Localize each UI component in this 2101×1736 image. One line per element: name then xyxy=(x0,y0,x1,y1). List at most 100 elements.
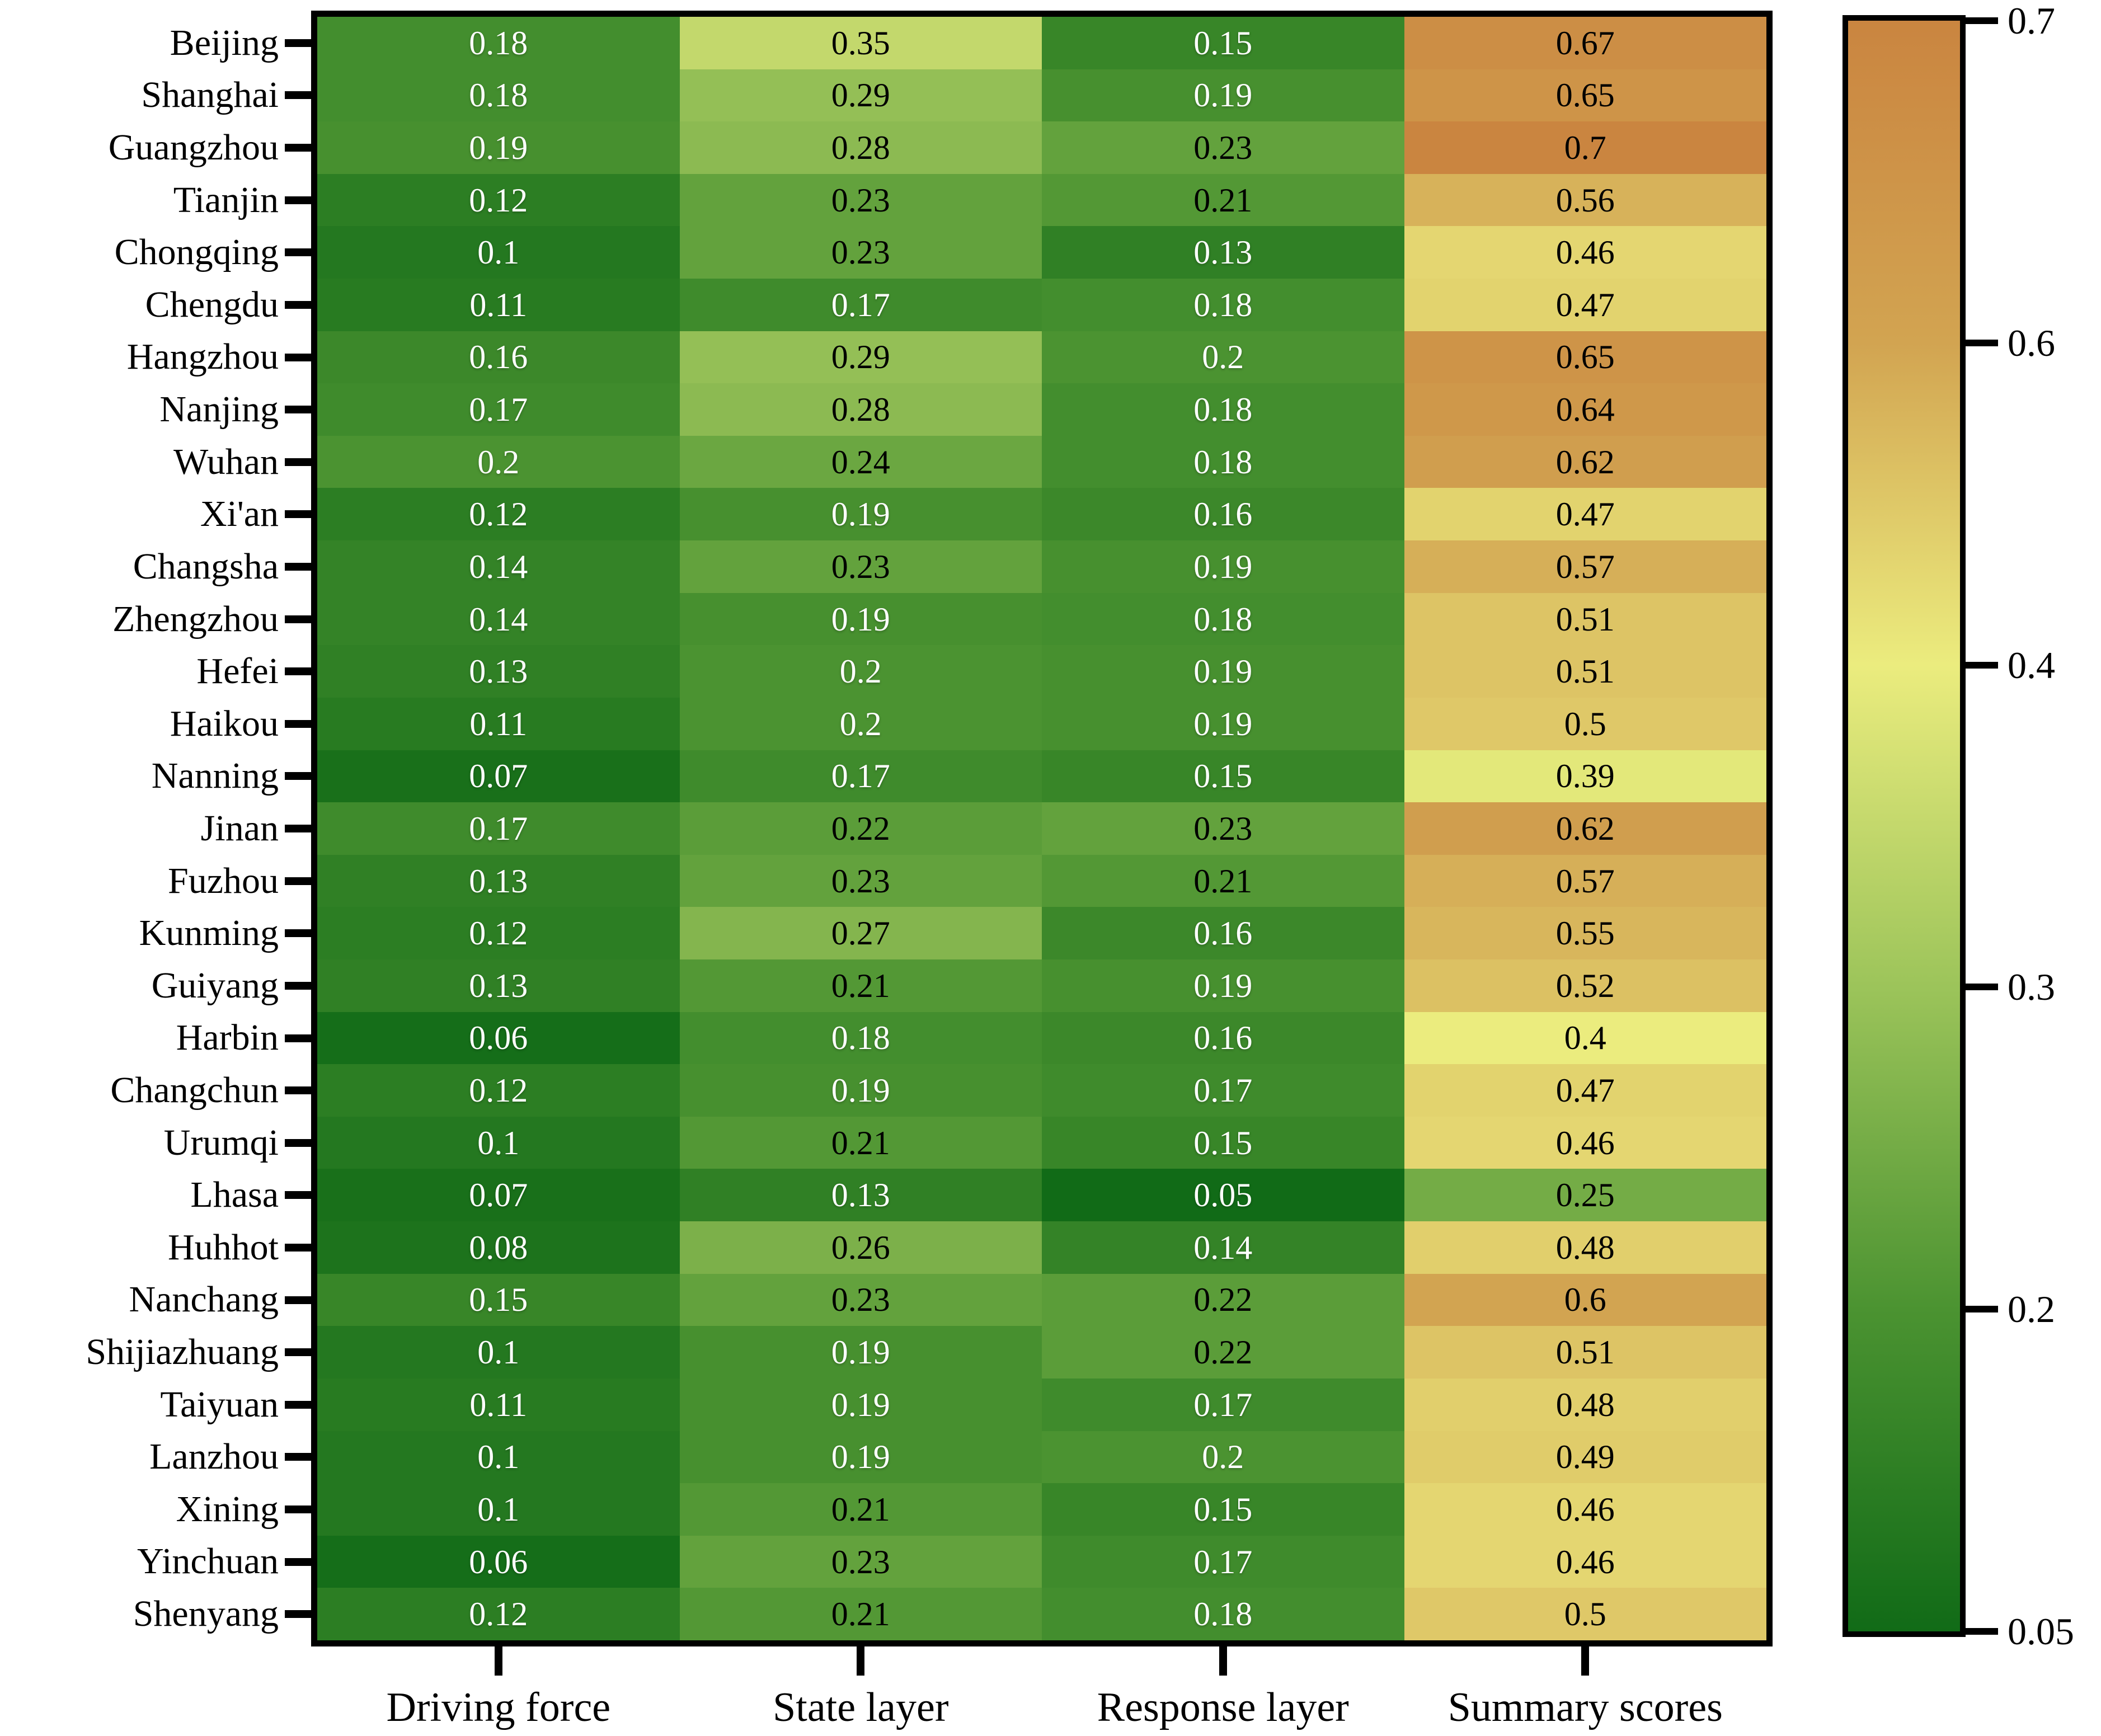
colorbar-tick-label: 0.7 xyxy=(2008,0,2055,42)
heatmap-cell: 0.12 xyxy=(317,907,680,959)
row-label: Guangzhou xyxy=(108,127,279,168)
heatmap-cell: 0.23 xyxy=(679,1535,1042,1588)
heatmap-cell: 0.48 xyxy=(1404,1221,1766,1274)
heatmap-cell: 0.1 xyxy=(317,1431,680,1484)
heatmap-cell: 0.22 xyxy=(679,802,1042,855)
y-tick xyxy=(285,300,311,309)
heatmap-cell: 0.51 xyxy=(1404,645,1766,698)
heatmap-cell: 0.26 xyxy=(679,1221,1042,1274)
heatmap-cell: 0.16 xyxy=(317,331,680,384)
heatmap-cell: 0.57 xyxy=(1404,540,1766,593)
heatmap-cell: 0.67 xyxy=(1404,17,1766,69)
heatmap-cell: 0.15 xyxy=(1042,750,1404,803)
row-label: Harbin xyxy=(176,1017,279,1058)
heatmap-cell: 0.19 xyxy=(1042,540,1404,593)
heatmap-cell: 0.52 xyxy=(1404,959,1766,1012)
row-label: Chongqing xyxy=(114,232,279,273)
row-label: Wuhan xyxy=(173,441,279,482)
row-label: Hangzhou xyxy=(126,336,279,378)
colorbar-tick xyxy=(1966,1306,1998,1313)
y-tick xyxy=(285,825,311,832)
heatmap-cell: 0.19 xyxy=(679,1064,1042,1117)
heatmap-cell: 0.19 xyxy=(679,1326,1042,1379)
heatmap-cell: 0.16 xyxy=(1042,907,1404,959)
heatmap-cell: 0.18 xyxy=(1042,1588,1404,1640)
heatmap-cell: 0.27 xyxy=(679,907,1042,959)
heatmap-cell: 0.23 xyxy=(679,226,1042,279)
colorbar-tick xyxy=(1966,661,1998,669)
heatmap-cell: 0.12 xyxy=(317,1588,680,1640)
heatmap-cell: 0.25 xyxy=(1404,1169,1766,1222)
heatmap-cell: 0.12 xyxy=(317,1064,680,1117)
heatmap-cell: 0.05 xyxy=(1042,1169,1404,1222)
heatmap-cell: 0.35 xyxy=(679,17,1042,69)
row-label: Kunming xyxy=(139,912,279,954)
x-tick xyxy=(1581,1646,1590,1676)
heatmap-cell: 0.06 xyxy=(317,1535,680,1588)
y-tick xyxy=(285,1610,311,1619)
heatmap-cell: 0.19 xyxy=(679,1378,1042,1431)
heatmap-cell: 0.15 xyxy=(1042,1116,1404,1169)
row-labels: Beijing Shanghai Guangzhou Tianjin Chongqing… xyxy=(0,17,279,1640)
heatmap-cell: 0.17 xyxy=(317,802,680,855)
heatmap-cell: 0.17 xyxy=(1042,1535,1404,1588)
heatmap-cell: 0.18 xyxy=(1042,592,1404,646)
heatmap-cell: 0.4 xyxy=(1404,1012,1766,1065)
colorbar-tick-label: 0.3 xyxy=(2008,966,2055,1009)
heatmap-cell: 0.18 xyxy=(1042,383,1404,436)
heatmap-cell: 0.51 xyxy=(1404,1326,1766,1379)
row-label: Shanghai xyxy=(141,74,279,116)
colorbar-tick-label: 0.05 xyxy=(2008,1610,2074,1653)
heatmap-cell: 0.13 xyxy=(679,1169,1042,1222)
row-label: Tianjin xyxy=(173,179,279,220)
heatmap-cell: 0.23 xyxy=(1042,802,1404,855)
heatmap-cell: 0.18 xyxy=(317,17,680,69)
heatmap-cell: 0.47 xyxy=(1404,1064,1766,1117)
heatmap-cell: 0.11 xyxy=(317,697,680,750)
row-label: Fuzhou xyxy=(168,860,279,901)
colorbar-tick xyxy=(1966,984,1998,991)
colorbar-tick xyxy=(1966,1628,1998,1635)
heatmap-cell: 0.15 xyxy=(1042,17,1404,69)
y-tick xyxy=(285,929,311,938)
heatmap-grid: 0.18 0.35 0.15 0.67 0.18 0.29 0.19 0.65 0.19 0.28… xyxy=(311,11,1773,1646)
heatmap-cell: 0.11 xyxy=(317,1378,680,1431)
colorbar-tick xyxy=(1966,17,1998,24)
heatmap-cell: 0.29 xyxy=(679,331,1042,384)
heatmap-cell: 0.06 xyxy=(317,1012,680,1065)
heatmap-cell: 0.47 xyxy=(1404,279,1766,331)
heatmap-cell: 0.19 xyxy=(679,592,1042,646)
heatmap-cell: 0.1 xyxy=(317,1483,680,1536)
heatmap-cell: 0.17 xyxy=(1042,1064,1404,1117)
heatmap-cell: 0.65 xyxy=(1404,331,1766,384)
heatmap-cell: 0.18 xyxy=(679,1012,1042,1065)
y-tick xyxy=(285,877,311,885)
heatmap-cell: 0.7 xyxy=(1404,121,1766,174)
heatmap-cell: 0.13 xyxy=(317,854,680,907)
heatmap-cell: 0.22 xyxy=(1042,1326,1404,1379)
heatmap-cell: 0.11 xyxy=(317,279,680,331)
colorbar-tick-label: 0.6 xyxy=(2008,321,2055,364)
heatmap-cell: 0.46 xyxy=(1404,1116,1766,1169)
heatmap-cell: 0.65 xyxy=(1404,69,1766,122)
y-tick xyxy=(285,510,311,519)
heatmap-cell: 0.1 xyxy=(317,1116,680,1169)
heatmap-cell: 0.2 xyxy=(1042,1431,1404,1484)
y-tick xyxy=(285,91,311,100)
heatmap-cell: 0.19 xyxy=(679,1431,1042,1484)
heatmap-cell: 0.23 xyxy=(1042,121,1404,174)
y-tick xyxy=(285,1348,311,1357)
row-label: Yinchuan xyxy=(137,1541,279,1582)
heatmap-cell: 0.19 xyxy=(679,488,1042,541)
heatmap-cell: 0.55 xyxy=(1404,907,1766,959)
heatmap-cell: 0.15 xyxy=(317,1273,680,1326)
row-label: Shijiazhuang xyxy=(86,1332,279,1373)
heatmap-cell: 0.23 xyxy=(679,540,1042,593)
row-label: Nanchang xyxy=(129,1279,279,1320)
row-label: Lhasa xyxy=(190,1174,279,1216)
x-tick xyxy=(494,1646,502,1676)
heatmap-cell: 0.2 xyxy=(317,435,680,488)
heatmap-cell: 0.19 xyxy=(1042,697,1404,750)
column-label: State layer xyxy=(773,1685,949,1730)
